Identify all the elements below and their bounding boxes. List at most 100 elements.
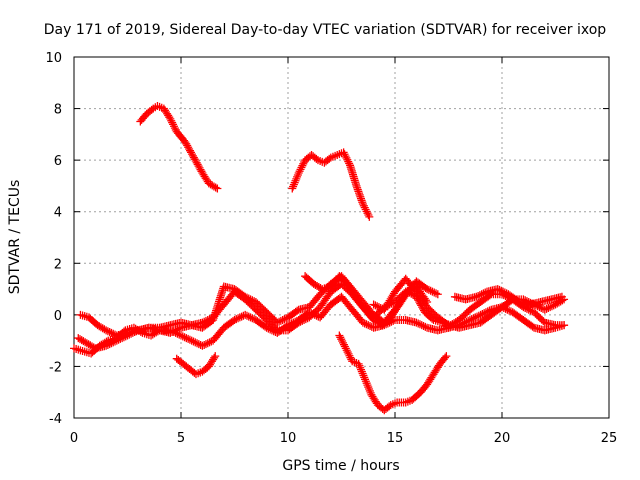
data-point — [280, 315, 289, 324]
data-point — [343, 348, 352, 357]
data-point — [182, 139, 191, 148]
data-point — [361, 205, 370, 214]
data-point — [299, 159, 308, 168]
data-point — [297, 163, 306, 172]
data-point — [275, 317, 284, 326]
data-point — [505, 306, 514, 315]
data-point — [365, 386, 374, 395]
data-point — [295, 167, 304, 176]
y-axis-title: SDTVAR / TECUs — [7, 180, 23, 295]
data-point — [169, 120, 178, 129]
data-point — [103, 327, 112, 336]
data-point — [544, 303, 553, 312]
data-point — [102, 341, 111, 350]
data-point — [458, 319, 467, 328]
data-point — [201, 340, 210, 349]
data-point — [109, 329, 118, 338]
data-point — [200, 340, 209, 349]
series-arc-9 — [369, 274, 569, 332]
data-point — [476, 310, 485, 319]
data-point — [192, 158, 201, 167]
data-layer — [70, 101, 569, 415]
data-point — [191, 157, 200, 166]
grid-layer — [74, 57, 609, 418]
data-point — [479, 289, 488, 298]
data-point — [342, 346, 351, 355]
x-tick-label: 10 — [280, 431, 297, 446]
data-point — [365, 384, 374, 393]
data-point — [184, 143, 193, 152]
data-point — [205, 338, 214, 347]
data-point — [350, 291, 359, 300]
data-point — [356, 363, 365, 372]
data-point — [189, 153, 198, 162]
data-point — [357, 365, 366, 374]
data-point — [462, 317, 471, 326]
data-point — [346, 285, 355, 294]
data-point — [276, 316, 285, 325]
data-point — [357, 367, 366, 376]
data-point — [345, 283, 354, 292]
data-point — [186, 148, 195, 157]
data-point — [335, 331, 344, 340]
data-point — [193, 160, 202, 169]
data-point — [547, 302, 556, 311]
data-point — [428, 287, 437, 296]
data-point — [105, 328, 114, 337]
data-point — [198, 341, 207, 350]
data-point — [366, 322, 375, 331]
data-point — [374, 303, 383, 312]
data-point — [180, 333, 189, 342]
data-point — [235, 313, 244, 322]
data-point — [361, 377, 370, 386]
data-point — [336, 333, 345, 342]
data-point — [362, 379, 371, 388]
data-point — [464, 316, 473, 325]
data-point — [177, 331, 185, 340]
data-point — [364, 383, 373, 392]
y-tick-label: 10 — [45, 51, 62, 66]
data-point — [363, 381, 372, 390]
data-point — [412, 318, 421, 327]
data-point — [293, 170, 302, 179]
data-point — [414, 319, 423, 328]
data-point — [560, 321, 569, 330]
data-point — [349, 290, 358, 299]
series-arc-5 — [70, 292, 453, 358]
data-point — [355, 361, 364, 370]
data-point — [337, 335, 346, 344]
data-point — [194, 340, 203, 349]
data-point — [210, 353, 219, 362]
x-axis-title: GPS time / hours — [282, 458, 399, 474]
data-point — [193, 339, 202, 348]
data-point — [359, 201, 368, 210]
data-point — [339, 340, 348, 349]
series-arc-1 — [136, 101, 222, 193]
data-point — [469, 314, 478, 323]
data-point — [499, 303, 508, 312]
data-point — [354, 359, 363, 368]
data-point — [415, 320, 424, 329]
data-point — [109, 338, 118, 347]
data-point — [497, 286, 506, 295]
data-point — [432, 289, 441, 298]
data-point — [293, 172, 302, 181]
data-point — [107, 339, 116, 348]
data-point — [300, 316, 309, 325]
data-point — [359, 371, 368, 380]
data-point — [364, 211, 373, 220]
y-tick-label: 2 — [54, 257, 62, 272]
data-point — [288, 184, 297, 193]
data-point — [168, 328, 177, 337]
data-point — [111, 337, 120, 346]
series-arc-11 — [450, 285, 566, 309]
data-point — [537, 303, 546, 312]
y-tick-label: 0 — [54, 309, 62, 324]
data-point — [347, 286, 356, 295]
data-point — [423, 285, 432, 294]
x-tick-label: 5 — [177, 431, 185, 446]
data-point — [175, 324, 184, 333]
data-point — [189, 337, 198, 346]
data-point — [237, 312, 246, 321]
